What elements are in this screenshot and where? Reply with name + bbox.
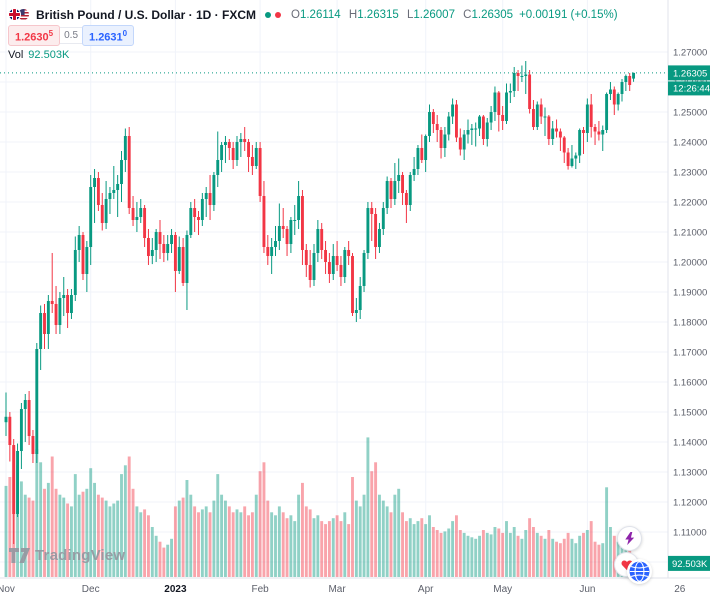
gbp-flag-icon xyxy=(8,8,21,21)
symbol-title[interactable]: British Pound / U.S. Dollar · 1D · FXCM xyxy=(36,7,257,22)
svg-text:2023: 2023 xyxy=(164,584,187,595)
open-value: 1.26114 xyxy=(299,8,341,21)
svg-text:Dec: Dec xyxy=(82,584,100,595)
bid-price: 1.2630 xyxy=(15,31,49,44)
svg-text:1.15000: 1.15000 xyxy=(673,408,707,419)
buy-price-button[interactable]: 1.26310 xyxy=(82,24,135,47)
tradingview-logo[interactable]: TradingView xyxy=(9,547,125,564)
volume-series xyxy=(4,437,635,578)
svg-text:Jun: Jun xyxy=(579,584,595,595)
svg-text:Mar: Mar xyxy=(328,584,346,595)
tradingview-logo-text: TradingView xyxy=(35,547,126,564)
svg-text:1.21000: 1.21000 xyxy=(673,228,707,239)
symbol-logo[interactable] xyxy=(8,8,30,21)
volume-indicator-legend: Vol 92.503K xyxy=(8,49,618,61)
last-price-label: 1.26305 12:26:44 xyxy=(668,65,710,96)
low-value: 1.26007 xyxy=(413,8,455,21)
svg-text:1.11000: 1.11000 xyxy=(673,528,707,539)
price-gridlines xyxy=(0,51,668,563)
vol-value: 92.503K xyxy=(28,49,70,61)
svg-text:1.13000: 1.13000 xyxy=(673,468,707,479)
time-axis[interactable]: Nov Dec 2023 Feb Mar Apr May Jun 26 xyxy=(0,577,710,600)
svg-text:12:26:44: 12:26:44 xyxy=(673,84,710,95)
globe-icon xyxy=(629,561,650,582)
svg-text:92.503K: 92.503K xyxy=(672,559,708,570)
high-value: 1.26315 xyxy=(357,8,399,21)
candle-series xyxy=(4,61,635,544)
spread-value: 0.5 xyxy=(60,27,83,44)
svg-text:1.17000: 1.17000 xyxy=(673,348,707,359)
tradingview-mark-icon xyxy=(9,547,30,563)
svg-text:1.27000: 1.27000 xyxy=(673,48,707,59)
svg-text:1.24000: 1.24000 xyxy=(673,138,707,149)
svg-text:1.12000: 1.12000 xyxy=(673,498,707,509)
svg-text:1.25000: 1.25000 xyxy=(673,108,707,119)
svg-text:1.18000: 1.18000 xyxy=(673,318,707,329)
svg-text:1.14000: 1.14000 xyxy=(673,438,707,449)
svg-text:May: May xyxy=(493,584,512,595)
ohlc-readout: O1.26114 H1.26315 L1.26007 C1.26305 xyxy=(291,9,513,21)
low-label: L xyxy=(406,8,414,21)
open-label: O xyxy=(291,8,300,21)
bid-ask-row: 1.26305 0.5 1.26310 xyxy=(8,24,618,47)
svg-text:1.20000: 1.20000 xyxy=(673,258,707,269)
svg-text:1.19000: 1.19000 xyxy=(673,288,707,299)
svg-text:1.26305: 1.26305 xyxy=(673,68,707,79)
up-color-dot-icon xyxy=(265,11,272,18)
vol-label[interactable]: Vol xyxy=(8,49,24,61)
svg-text:26: 26 xyxy=(674,584,686,595)
svg-text:1.22000: 1.22000 xyxy=(673,198,707,209)
volume-value-label: 92.503K xyxy=(668,555,710,571)
svg-text:1.23000: 1.23000 xyxy=(673,168,707,179)
svg-text:Nov: Nov xyxy=(0,584,15,595)
symbol-row: British Pound / U.S. Dollar · 1D · FXCM … xyxy=(8,6,618,23)
lightning-icon xyxy=(625,531,635,546)
time-gridlines xyxy=(5,0,681,578)
globe-button[interactable] xyxy=(627,559,652,584)
svg-text:Apr: Apr xyxy=(418,584,434,595)
change-readout: +0.00191 (+0.15%) xyxy=(519,8,618,21)
quick-actions-button[interactable] xyxy=(617,526,642,551)
ask-price-sup: 0 xyxy=(122,28,128,38)
svg-text:Feb: Feb xyxy=(251,584,269,595)
bid-price-sup: 5 xyxy=(48,28,54,38)
high-label: H xyxy=(348,8,358,21)
sell-price-button[interactable]: 1.26305 xyxy=(8,24,61,47)
close-value: 1.26305 xyxy=(471,8,514,21)
down-color-dot-icon xyxy=(275,11,282,18)
close-label: C xyxy=(463,8,472,21)
svg-text:1.16000: 1.16000 xyxy=(673,378,707,389)
legend: British Pound / U.S. Dollar · 1D · FXCM … xyxy=(8,6,618,61)
ask-price: 1.2631 xyxy=(89,31,123,44)
